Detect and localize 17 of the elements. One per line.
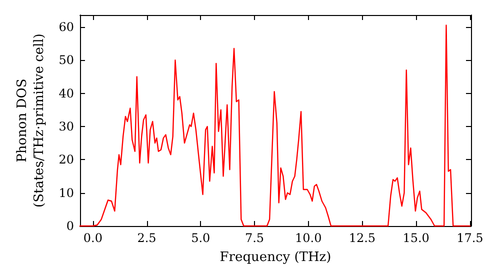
x-tick-label: 17.5: [456, 231, 484, 245]
y-tick-label: 50: [58, 53, 74, 68]
x-tick-label: 10.0: [294, 231, 322, 245]
x-tick-label: 0.0: [83, 231, 102, 245]
y-tick-label: 30: [58, 119, 74, 134]
y-tick-label: 0: [66, 219, 74, 233]
y-tick-label: 40: [58, 86, 74, 100]
x-tick-label: 7.5: [244, 231, 264, 245]
y-tick-label: 10: [58, 186, 74, 200]
y-tick-label: 60: [58, 20, 74, 34]
y-tick-label: 20: [58, 152, 74, 167]
x-tick-label: 12.5: [348, 231, 376, 245]
x-axis-title: Frequency (THz): [220, 250, 332, 265]
x-tick-label: 2.5: [137, 231, 156, 245]
x-tick-label: 5.0: [191, 231, 210, 245]
x-tick-label: 15.0: [402, 231, 430, 245]
y-axis-title: Phonon DOS (States/THz·primitive cell): [14, 33, 47, 208]
